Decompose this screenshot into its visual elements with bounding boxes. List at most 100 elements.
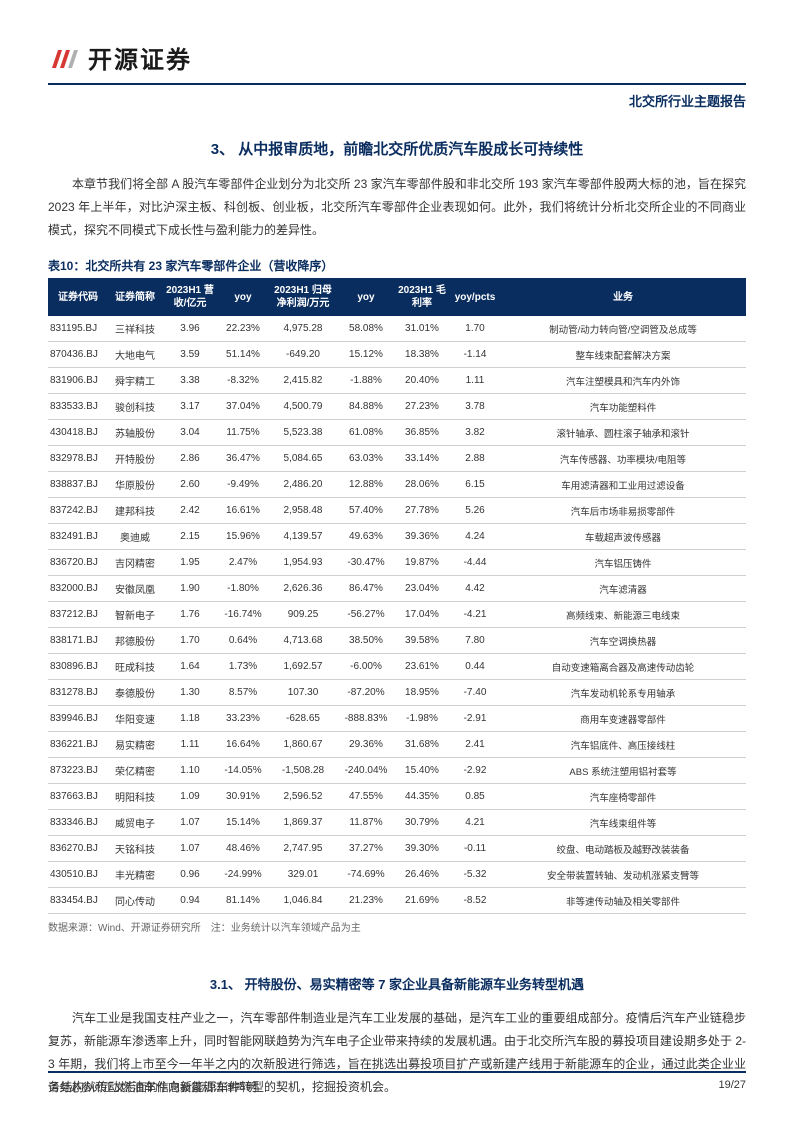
table-cell: 1.90 xyxy=(162,576,218,602)
table-cell: 1.70 xyxy=(450,316,500,342)
table-cell: 4,139.57 xyxy=(268,524,338,550)
table-cell: 1.73% xyxy=(218,654,268,680)
table-cell: 汽车铝压铸件 xyxy=(500,550,746,576)
table-row: 831278.BJ泰德股份1.308.57%107.30-87.20%18.95… xyxy=(48,680,746,706)
table-cell: 易实精密 xyxy=(108,732,162,758)
table-cell: 838837.BJ xyxy=(48,472,108,498)
table-cell: 11.87% xyxy=(338,810,394,836)
table-cell: 20.40% xyxy=(394,368,450,394)
table-cell: 47.55% xyxy=(338,784,394,810)
table-cell: 39.36% xyxy=(394,524,450,550)
table-cell: 86.47% xyxy=(338,576,394,602)
table-cell: 36.47% xyxy=(218,446,268,472)
table-cell: 1,046.84 xyxy=(268,888,338,914)
table-cell: -649.20 xyxy=(268,342,338,368)
table-cell: 1.07 xyxy=(162,836,218,862)
table-row: 430510.BJ丰光精密0.96-24.99%329.01-74.69%26.… xyxy=(48,862,746,888)
page-header: 开源证券 xyxy=(48,40,746,85)
table-cell: 骏创科技 xyxy=(108,394,162,420)
table-cell: 1.64 xyxy=(162,654,218,680)
table-cell: -16.74% xyxy=(218,602,268,628)
logo-text: 开源证券 xyxy=(88,40,192,75)
page-footer: 请务必参阅正文后面的信息披露和法律声明 19/27 xyxy=(48,1071,746,1095)
table-row: 832978.BJ开特股份2.8636.47%5,084.6563.03%33.… xyxy=(48,446,746,472)
table-cell: 4.21 xyxy=(450,810,500,836)
table-cell: -87.20% xyxy=(338,680,394,706)
table-cell: 吉冈精密 xyxy=(108,550,162,576)
table-cell: 汽车空调换热器 xyxy=(500,628,746,654)
table-cell: -4.44 xyxy=(450,550,500,576)
table-cell: 2,626.36 xyxy=(268,576,338,602)
th-yoy1: yoy xyxy=(218,278,268,316)
table-cell: 8.57% xyxy=(218,680,268,706)
th-revenue: 2023H1 营收/亿元 xyxy=(162,278,218,316)
table-cell: -1.14 xyxy=(450,342,500,368)
table-row: 837212.BJ智新电子1.76-16.74%909.25-56.27%17.… xyxy=(48,602,746,628)
table-row: 838171.BJ邦德股份1.700.64%4,713.6838.50%39.5… xyxy=(48,628,746,654)
table-cell: 2.60 xyxy=(162,472,218,498)
table-cell: 4,500.79 xyxy=(268,394,338,420)
table-cell: 苏轴股份 xyxy=(108,420,162,446)
table-cell: 1.07 xyxy=(162,810,218,836)
table-cell: 2,486.20 xyxy=(268,472,338,498)
table-cell: 6.15 xyxy=(450,472,500,498)
table-cell: 2.15 xyxy=(162,524,218,550)
table-cell: 3.04 xyxy=(162,420,218,446)
table-cell: 15.12% xyxy=(338,342,394,368)
table-row: 830896.BJ旺成科技1.641.73%1,692.57-6.00%23.6… xyxy=(48,654,746,680)
table-row: 837663.BJ明阳科技1.0930.91%2,596.5247.55%44.… xyxy=(48,784,746,810)
table-cell: 1.76 xyxy=(162,602,218,628)
table-cell: 3.17 xyxy=(162,394,218,420)
table-cell: 15.96% xyxy=(218,524,268,550)
table-cell: 33.23% xyxy=(218,706,268,732)
table-cell: 4,975.28 xyxy=(268,316,338,342)
table-cell: 汽车发动机轮系专用轴承 xyxy=(500,680,746,706)
table-cell: 3.82 xyxy=(450,420,500,446)
table-cell: 836270.BJ xyxy=(48,836,108,862)
table-cell: 舜宇精工 xyxy=(108,368,162,394)
table-cell: 智新电子 xyxy=(108,602,162,628)
table-cell: 三祥科技 xyxy=(108,316,162,342)
table-row: 833533.BJ骏创科技3.1737.04%4,500.7984.88%27.… xyxy=(48,394,746,420)
logo-icon xyxy=(48,42,80,74)
table-cell: 非等速传动轴及相关零部件 xyxy=(500,888,746,914)
table-cell: 汽车后市场非易损零部件 xyxy=(500,498,746,524)
th-code: 证券代码 xyxy=(48,278,108,316)
table-cell: -2.92 xyxy=(450,758,500,784)
table-cell: 汽车线束组件等 xyxy=(500,810,746,836)
table-cell: 48.46% xyxy=(218,836,268,862)
table-cell: 1.70 xyxy=(162,628,218,654)
th-yoy2: yoy xyxy=(338,278,394,316)
table-cell: 3.38 xyxy=(162,368,218,394)
table-cell: 高频线束、新能源三电线束 xyxy=(500,602,746,628)
table-cell: 汽车功能塑料件 xyxy=(500,394,746,420)
table-cell: 63.03% xyxy=(338,446,394,472)
table-cell: 39.30% xyxy=(394,836,450,862)
table-cell: -6.00% xyxy=(338,654,394,680)
table-cell: 2.41 xyxy=(450,732,500,758)
table-cell: -2.91 xyxy=(450,706,500,732)
table-cell: 107.30 xyxy=(268,680,338,706)
table-cell: 制动管/动力转向管/空调管及总成等 xyxy=(500,316,746,342)
table-cell: 5,523.38 xyxy=(268,420,338,446)
table-cell: 832000.BJ xyxy=(48,576,108,602)
th-pcts: yoy/pcts xyxy=(450,278,500,316)
table-cell: 汽车传感器、功率模块/电阻等 xyxy=(500,446,746,472)
table-row: 831906.BJ舜宇精工3.38-8.32%2,415.82-1.88%20.… xyxy=(48,368,746,394)
table-cell: 49.63% xyxy=(338,524,394,550)
table-cell: 27.23% xyxy=(394,394,450,420)
logo: 开源证券 xyxy=(48,40,192,75)
table-cell: 1,692.57 xyxy=(268,654,338,680)
table-cell: 2,958.48 xyxy=(268,498,338,524)
table-cell: -240.04% xyxy=(338,758,394,784)
footer-disclaimer: 请务必参阅正文后面的信息披露和法律声明 xyxy=(48,1079,257,1095)
table-cell: -888.83% xyxy=(338,706,394,732)
table-cell: 37.04% xyxy=(218,394,268,420)
table-cell: 整车线束配套解决方案 xyxy=(500,342,746,368)
subsection-title: 3.1、 开特股份、易实精密等 7 家企业具备新能源车业务转型机遇 xyxy=(48,974,746,993)
table-cell: -74.69% xyxy=(338,862,394,888)
table-row: 836720.BJ吉冈精密1.952.47%1,954.93-30.47%19.… xyxy=(48,550,746,576)
table-cell: 81.14% xyxy=(218,888,268,914)
table-row: 839946.BJ华阳变速1.1833.23%-628.65-888.83%-1… xyxy=(48,706,746,732)
table-cell: 19.87% xyxy=(394,550,450,576)
